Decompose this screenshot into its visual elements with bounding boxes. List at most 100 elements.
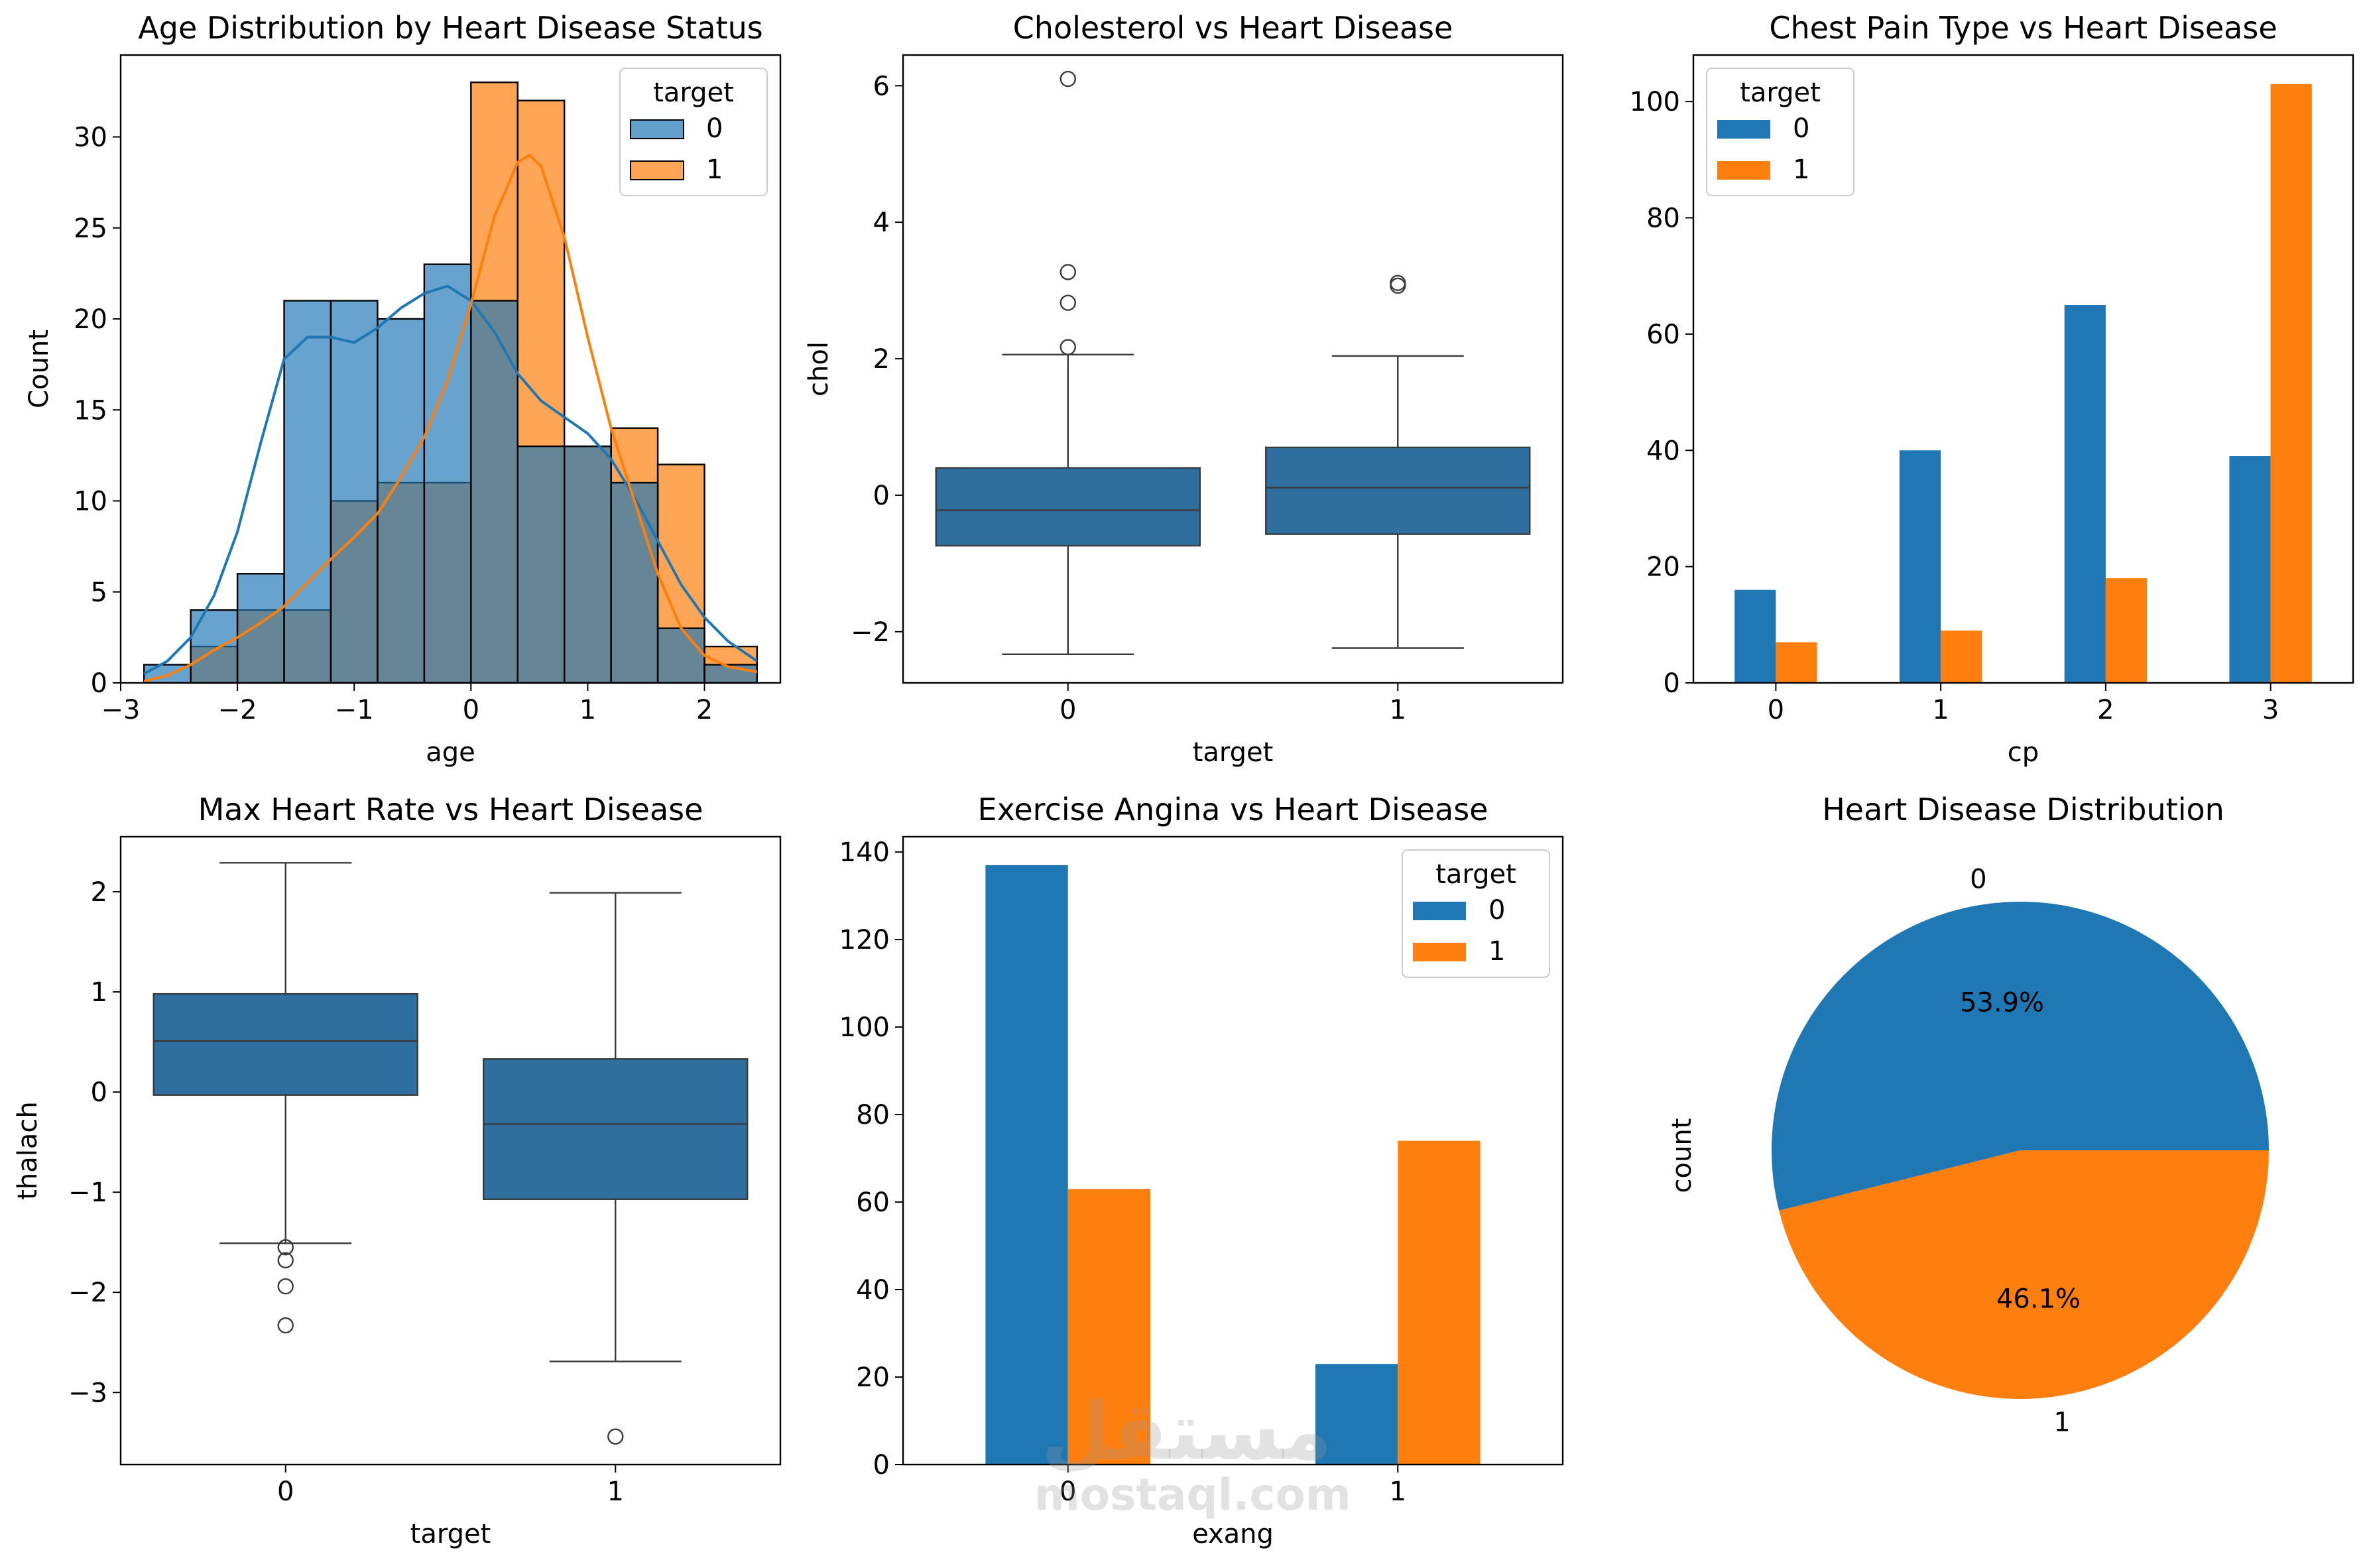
bar-target-0 [2064,305,2106,684]
legend-label: 1 [1488,936,1505,967]
panel-1: Age Distribution by Heart Disease Status… [24,10,782,768]
bar-target-1 [1776,642,1817,683]
y-tick-label: 20 [74,304,107,335]
bar-target-1 [1067,1189,1151,1465]
x-tick-label: −3 [101,695,141,725]
x-tick-label: 1 [607,1477,624,1507]
pie-pct-label: 53.9% [1960,988,2044,1018]
legend-swatch [1717,161,1770,180]
y-tick-label: 5 [91,577,107,608]
legend-label: 1 [706,154,723,185]
outlier-point [1060,339,1076,355]
pie-slice-0 [1771,902,2269,1211]
x-axis-label: exang [1192,1519,1274,1549]
y-tick-label: 2 [873,344,890,375]
x-tick-label: 0 [277,1477,294,1507]
y-tick-label: 0 [91,1077,107,1108]
y-tick-label: −2 [68,1278,107,1308]
x-tick-label: 2 [696,695,713,725]
bar-target-1 [1941,631,1982,683]
y-tick-label: −3 [68,1378,107,1408]
y-tick-label: 80 [856,1100,890,1130]
y-tick-label: 100 [839,1012,890,1043]
bar-target-1 [2270,84,2312,683]
legend-swatch [1413,943,1466,961]
y-tick-label: 0 [873,1450,890,1480]
y-tick-label: 80 [1646,204,1680,234]
box-1 [483,892,749,1445]
box-iqr [152,993,418,1096]
outlier-point [1060,294,1076,311]
y-axis-label: chol [804,341,834,396]
outlier-point [277,1239,294,1256]
axes-frame [119,54,782,684]
hist-bar-0 [330,300,379,684]
x-axis-label: age [426,737,475,768]
legend-label: 0 [706,113,723,144]
panel-2: Cholesterol vs Heart Disease −2 0 2 4 6 0 1 targ… [804,10,1564,768]
y-tick-label: 30 [74,123,107,153]
outlier-point [607,1428,624,1445]
y-tick-label: 0 [873,481,890,511]
y-tick-label: 25 [74,213,107,244]
legend-label: 1 [1793,154,1809,185]
hist-bar-0 [610,481,659,684]
legend-swatch [630,160,684,180]
chart-title: Chest Pain Type vs Heart Disease [1769,10,2277,46]
y-tick-label: 100 [1630,87,1680,117]
legend-title: target [1435,859,1516,890]
x-tick-label: 0 [1768,695,1784,725]
pie-label: 1 [2053,1407,2070,1437]
pie-slice-1 [1779,1150,2269,1400]
y-axis-label: Count [24,330,54,408]
kde-line-1 [143,153,758,683]
y-tick-label: −2 [851,617,890,648]
legend-title: target [1740,78,1821,108]
x-tick-label: 1 [1390,1477,1406,1507]
chart-title: Max Heart Rate vs Heart Disease [198,792,703,827]
x-tick-label: 2 [2097,695,2114,725]
panel-5: Exercise Angina vs Heart Disease 0 20 40 60 8… [839,792,1564,1549]
x-tick-label: 1 [1932,695,1949,725]
pie-label: 0 [1970,865,1986,895]
kde-line-0 [143,284,758,676]
outlier-point [1390,274,1406,292]
y-tick-label: 10 [74,487,107,517]
legend: target 0 1 [619,68,768,196]
legend: target 0 1 [1402,849,1550,978]
y-tick-label: 20 [1646,552,1680,583]
axes-frame [902,835,1564,1466]
bar-target-0 [1899,450,1941,683]
y-tick-label: 60 [1646,320,1680,350]
box-1 [1265,274,1531,649]
outlier-point [277,1252,294,1269]
panel-6: 0 53.9% 1 46.1% Heart Disease Distribution co… [1667,792,2269,1437]
y-tick-label: 20 [856,1362,890,1393]
legend-label: 0 [1793,113,1809,144]
legend-swatch [630,119,684,139]
hist-bar-0 [190,609,239,684]
bar-target-1 [2105,578,2148,683]
box-0 [152,862,418,1334]
bar-target-0 [1734,589,1776,683]
panel-4: Max Heart Rate vs Heart Disease −3 −2 −1 0 1 2… [13,792,782,1549]
hist-bar-0 [470,300,518,684]
x-tick-label: 3 [2262,695,2279,725]
box-iqr [483,1058,749,1200]
y-tick-label: 6 [873,71,890,101]
legend-swatch [1413,902,1466,920]
x-tick-label: 0 [463,695,479,725]
x-axis-label: target [1193,737,1274,768]
hist-bar-0 [236,573,285,684]
axes-frame [119,835,782,1466]
bar-target-0 [2229,456,2271,683]
y-axis-label: count [1667,1118,1697,1193]
bar-target-0 [985,865,1068,1465]
y-tick-label: −1 [68,1177,107,1208]
x-tick-label: 0 [1060,1477,1076,1507]
box-0 [935,70,1201,655]
x-axis-label: target [410,1519,491,1549]
legend-title: target [653,78,734,108]
x-tick-label: 1 [1390,695,1406,725]
